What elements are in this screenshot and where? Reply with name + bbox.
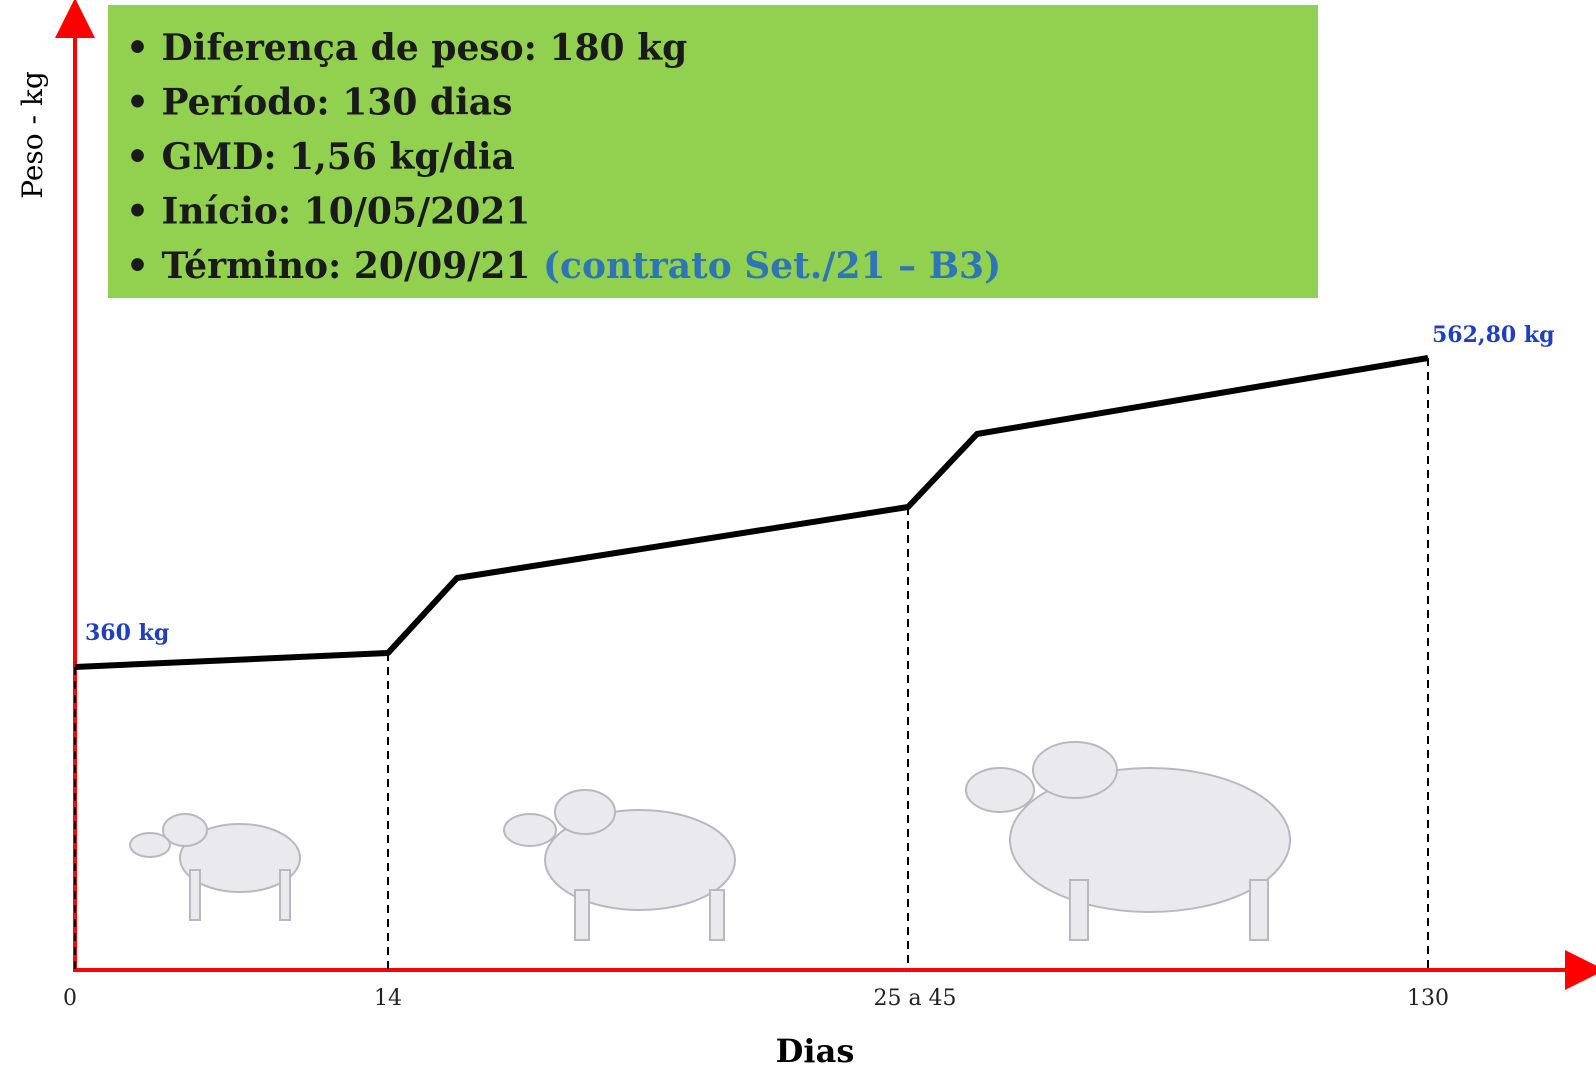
cattle-small [129, 813, 301, 921]
bullet-item: • Início: 10/05/2021 [126, 191, 530, 233]
bullet-list: • Diferença de peso: 180 kg • Período: 13… [126, 27, 687, 233]
bullet-text: Diferença de peso: 180 kg [162, 27, 688, 69]
cattle-large [965, 741, 1291, 941]
x-axis-label: Dias [776, 1032, 855, 1070]
x-tick-label: 14 [374, 986, 402, 1011]
cattle-medium [503, 789, 736, 941]
end-weight: 562,80 kg [1432, 322, 1554, 348]
x-ticks: 0 14 25 a 45 130 [63, 986, 1449, 1011]
bullet-text: GMD: 1,56 kg/dia [162, 136, 515, 178]
start-weight: 360 kg [85, 620, 169, 646]
bullet-note: (contrato Set./21 – B3) [543, 245, 1001, 287]
x-tick-label: 25 a 45 [873, 986, 956, 1011]
guides [74, 358, 1429, 970]
x-tick-label: 130 [1407, 986, 1449, 1011]
bullet-text: Término: 20/09/21 [162, 245, 531, 287]
bullet-item: • Período: 130 dias [126, 82, 512, 124]
growth-line [74, 355, 1429, 670]
x-tick-label: 0 [63, 986, 77, 1011]
bullet-text: Início: 10/05/2021 [162, 191, 531, 233]
bullet-item: • Diferença de peso: 180 kg [126, 27, 687, 69]
info-box [108, 5, 1318, 298]
y-axis-label: Peso - kg [16, 71, 49, 199]
bullet-item: • GMD: 1,56 kg/dia [126, 136, 515, 178]
bullet-item: • Término: 20/09/21 (contrato Set./21 – … [126, 245, 1001, 287]
bullet-text: Período: 130 dias [162, 82, 513, 124]
